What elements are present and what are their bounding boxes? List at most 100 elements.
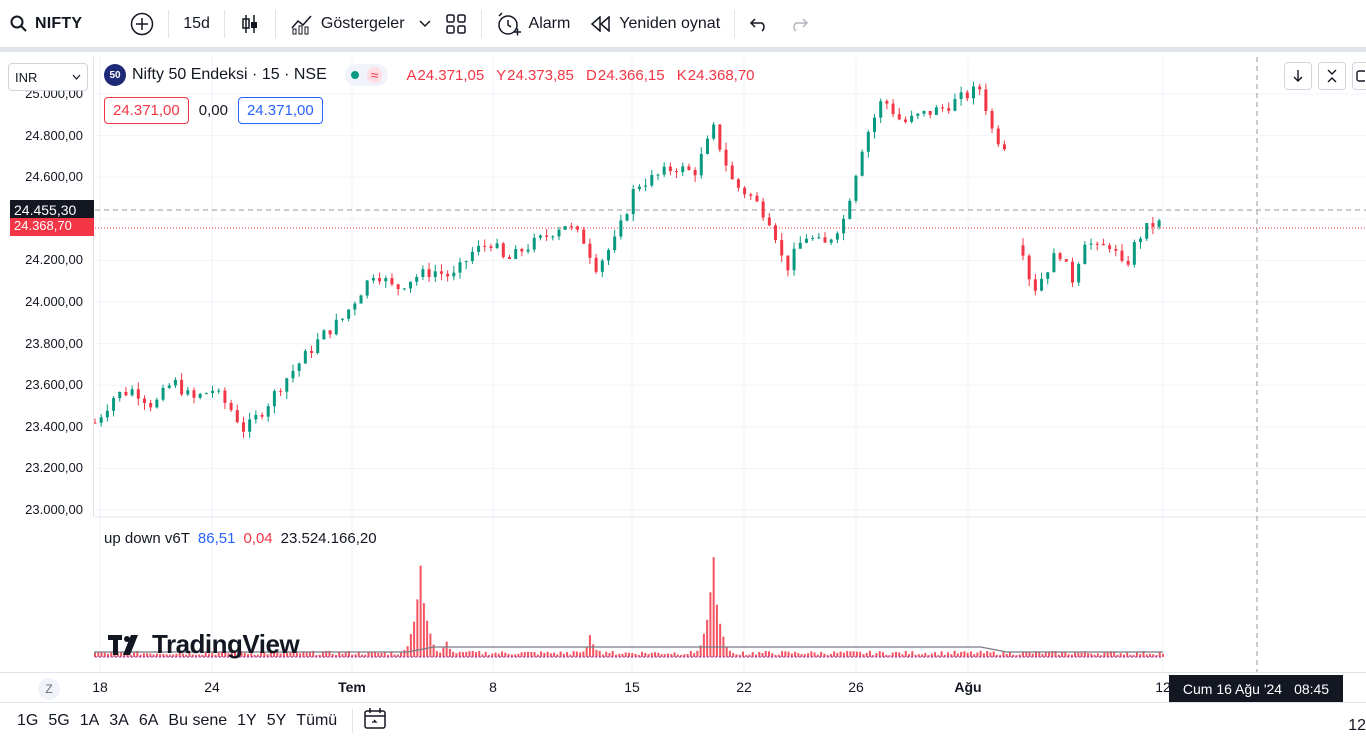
candle: [1145, 223, 1149, 242]
collapse-button[interactable]: [1318, 62, 1346, 90]
range-button[interactable]: 1G: [17, 711, 39, 729]
volume-bar: [514, 654, 517, 657]
volume-bar: [234, 652, 237, 657]
candle: [254, 410, 258, 424]
symbol-legend[interactable]: 50 Nifty 50 Endeksi · 15 · NSE ≈ A24.371…: [104, 64, 763, 86]
candle: [501, 242, 505, 259]
alarm-button[interactable]: Alarm: [486, 4, 581, 44]
volume-bar: [230, 652, 233, 657]
undo-button[interactable]: [739, 4, 779, 44]
volume-bar: [107, 653, 110, 657]
volume-bar: [331, 653, 334, 657]
date-range-button[interactable]: [363, 707, 387, 734]
candle: [736, 178, 740, 192]
volume-bar: [334, 654, 337, 657]
layout-button[interactable]: [435, 4, 477, 44]
candle: [279, 388, 283, 396]
price-axis[interactable]: 25.000,00 24.800,00 24.600,00 24.200,00 24.0…: [0, 57, 94, 517]
compare-symbol-button[interactable]: [120, 4, 164, 44]
candle: [619, 214, 623, 240]
volume-bar: [973, 654, 976, 657]
candle: [161, 384, 165, 402]
volume-bar: [895, 651, 897, 657]
indicators-button[interactable]: Göstergeler: [280, 4, 415, 44]
volume-bar: [159, 654, 162, 657]
volume-bar: [536, 654, 539, 657]
volume-bar: [1129, 654, 1132, 657]
range-button[interactable]: Bu sene: [168, 711, 228, 729]
timezone-button[interactable]: Z: [38, 678, 60, 700]
candle: [637, 184, 641, 192]
range-button[interactable]: 1Y: [237, 711, 257, 729]
candle: [941, 104, 945, 113]
volume-bar: [654, 652, 657, 657]
range-button[interactable]: Tümü: [296, 711, 338, 729]
symbol-search-button[interactable]: NIFTY: [0, 4, 92, 44]
price-chart[interactable]: [0, 57, 1366, 672]
candle: [483, 239, 487, 252]
time-axis[interactable]: Z 18 24 Tem 8 15 22 26 Ağu 12 Cum 16 Ağu '24 08:…: [0, 672, 1366, 703]
range-button[interactable]: 6A: [138, 711, 159, 729]
volume-bar: [992, 651, 995, 657]
candle: [112, 395, 116, 417]
volume-bar: [474, 652, 477, 657]
volume-bar: [224, 651, 227, 657]
volume-bar: [214, 654, 217, 657]
volume-bar: [123, 652, 126, 657]
volume-bar: [497, 653, 500, 657]
chart-area[interactable]: 25.000,00 24.800,00 24.600,00 24.200,00 24.0…: [0, 57, 1366, 703]
volume-bar: [312, 650, 315, 657]
currency-select[interactable]: INR: [8, 63, 88, 91]
alarm-label: Alarm: [528, 14, 571, 32]
volume-bar: [305, 651, 308, 657]
volume-bar: [686, 653, 689, 657]
candle: [1064, 259, 1068, 262]
volume-bar: [1077, 652, 1080, 657]
candle: [606, 248, 610, 266]
volume-bar: [1148, 653, 1151, 657]
candle: [470, 247, 474, 264]
maximize-button[interactable]: [1352, 62, 1366, 90]
symbol-name: NIFTY: [35, 14, 83, 32]
price-axis-label: 23.800,00: [25, 335, 83, 351]
candle: [971, 81, 975, 105]
ohlc-values: A24.371,05 Y24.373,85 D24.366,15 K24.368…: [406, 67, 762, 84]
volume-bar: [442, 647, 445, 657]
candle: [192, 387, 196, 404]
interval-button[interactable]: 15d: [173, 4, 220, 44]
market-status-pill[interactable]: ≈: [344, 64, 389, 86]
range-button[interactable]: 5G: [48, 711, 70, 729]
chart-type-button[interactable]: [229, 4, 271, 44]
replay-button[interactable]: Yeniden oynat: [580, 4, 730, 44]
volume-bar: [562, 653, 565, 657]
candle: [402, 287, 406, 291]
volume-bar: [181, 653, 184, 657]
volume-bar: [637, 654, 640, 657]
scroll-down-button[interactable]: [1284, 62, 1312, 90]
volume-bar: [810, 651, 813, 657]
buy-button[interactable]: 24.371,00: [237, 97, 323, 124]
volume-bar: [468, 651, 471, 657]
redo-button[interactable]: [779, 4, 819, 44]
range-button[interactable]: 5Y: [266, 711, 287, 729]
time-axis-label: 12: [1155, 679, 1171, 695]
volume-bar: [881, 652, 884, 657]
indicators-dropdown[interactable]: [415, 4, 435, 44]
sell-button[interactable]: 24.371,00: [104, 97, 189, 124]
candle: [1033, 274, 1037, 296]
indicator-legend[interactable]: up down v6T 86,51 0,04 23.524.166,20: [104, 530, 377, 547]
candle: [699, 147, 703, 179]
candle: [433, 264, 437, 282]
tradingview-watermark[interactable]: TradingView: [108, 629, 300, 660]
volume-bar: [914, 654, 917, 657]
range-button[interactable]: 3A: [109, 711, 129, 729]
volume-bar: [1041, 654, 1044, 657]
volume-bar: [530, 651, 533, 657]
candle: [248, 412, 252, 439]
volume-bar: [868, 650, 871, 657]
range-button[interactable]: 1A: [79, 711, 100, 729]
candle: [1021, 238, 1025, 261]
volume-bar: [748, 654, 751, 657]
last-price-tag: 24.368,70: [10, 218, 94, 236]
volume-bar: [377, 653, 380, 657]
